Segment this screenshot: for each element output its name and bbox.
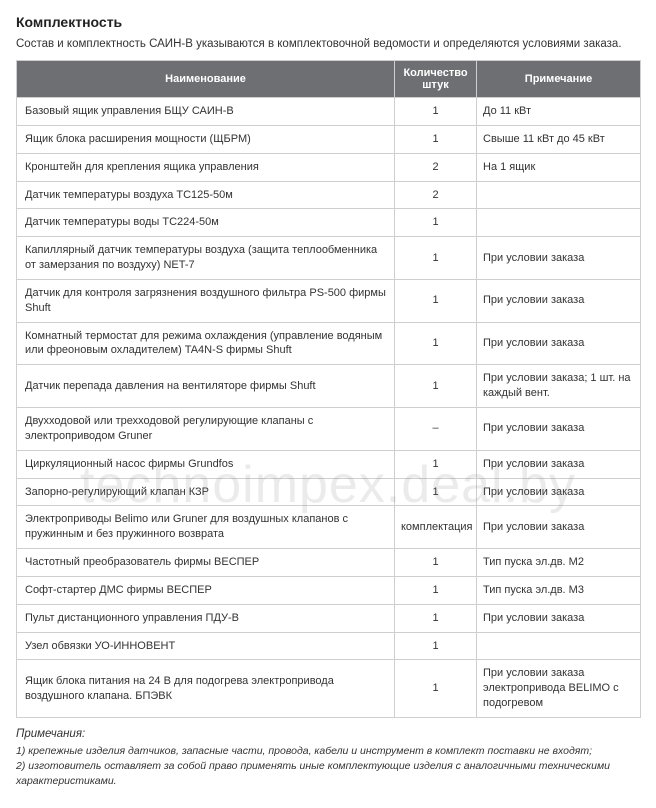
cell-note [477, 181, 641, 209]
cell-qty: 2 [395, 153, 477, 181]
cell-note [477, 632, 641, 660]
cell-note: До 11 кВт [477, 98, 641, 126]
cell-name: Софт-стартер ДМС фирмы ВЕСПЕР [17, 576, 395, 604]
cell-name: Электроприводы Belimo или Gruner для воз… [17, 506, 395, 549]
cell-qty: – [395, 407, 477, 450]
col-header-name: Наименование [17, 61, 395, 98]
cell-qty: 1 [395, 209, 477, 237]
cell-qty: 1 [395, 98, 477, 126]
cell-qty: 2 [395, 181, 477, 209]
table-row: Датчик для контроля загрязнения воздушно… [17, 279, 641, 322]
table-row: Базовый ящик управления БЩУ САИН-В1До 11… [17, 98, 641, 126]
cell-name: Пульт дистанционного управления ПДУ-В [17, 604, 395, 632]
cell-note: На 1 ящик [477, 153, 641, 181]
cell-name: Капиллярный датчик температуры воздуха (… [17, 237, 395, 280]
cell-qty: 1 [395, 322, 477, 365]
col-header-note: Примечание [477, 61, 641, 98]
section-title: Комплектность [16, 14, 640, 30]
note-line: 1) крепежные изделия датчиков, запасные … [16, 744, 640, 759]
cell-note: Тип пуска эл.дв. М2 [477, 549, 641, 577]
cell-name: Ящик блока питания на 24 В для подогрева… [17, 660, 395, 718]
cell-name: Датчик температуры воды ТС224-50м [17, 209, 395, 237]
table-row: Датчик температуры воды ТС224-50м1 [17, 209, 641, 237]
cell-name: Циркуляционный насос фирмы Grundfos [17, 450, 395, 478]
cell-qty: 1 [395, 365, 477, 408]
cell-name: Запорно-регулирующий клапан КЗР [17, 478, 395, 506]
table-header-row: Наименование Количество штук Примечание [17, 61, 641, 98]
cell-note: Свыше 11 кВт до 45 кВт [477, 125, 641, 153]
col-header-qty: Количество штук [395, 61, 477, 98]
cell-name: Частотный преобразователь фирмы ВЕСПЕР [17, 549, 395, 577]
cell-note: При условии заказа [477, 450, 641, 478]
table-row: Электроприводы Belimo или Gruner для воз… [17, 506, 641, 549]
table-row: Кронштейн для крепления ящика управления… [17, 153, 641, 181]
cell-qty: 1 [395, 549, 477, 577]
table-row: Двухходовой или трехходовой регулирующие… [17, 407, 641, 450]
note-line: 2) изготовитель оставляет за собой право… [16, 759, 640, 789]
cell-note: При условии заказа [477, 478, 641, 506]
cell-qty: 1 [395, 576, 477, 604]
table-row: Ящик блока питания на 24 В для подогрева… [17, 660, 641, 718]
cell-name: Ящик блока расширения мощности (ЩБРМ) [17, 125, 395, 153]
table-row: Капиллярный датчик температуры воздуха (… [17, 237, 641, 280]
cell-qty: 1 [395, 604, 477, 632]
cell-name: Кронштейн для крепления ящика управления [17, 153, 395, 181]
cell-note: При условии заказа [477, 279, 641, 322]
table-row: Пульт дистанционного управления ПДУ-В1Пр… [17, 604, 641, 632]
table-row: Узел обвязки УО-ИННОВЕНТ1 [17, 632, 641, 660]
cell-qty: 1 [395, 125, 477, 153]
cell-qty: 1 [395, 450, 477, 478]
table-row: Ящик блока расширения мощности (ЩБРМ)1Св… [17, 125, 641, 153]
cell-note: При условии заказа [477, 604, 641, 632]
cell-note: Тип пуска эл.дв. М3 [477, 576, 641, 604]
table-row: Софт-стартер ДМС фирмы ВЕСПЕР1Тип пуска … [17, 576, 641, 604]
intro-text: Состав и комплектность САИН-В указываютс… [16, 38, 640, 50]
cell-name: Датчик перепада давления на вентиляторе … [17, 365, 395, 408]
cell-note [477, 209, 641, 237]
cell-qty: 1 [395, 478, 477, 506]
cell-name: Датчик температуры воздуха ТС125-50м [17, 181, 395, 209]
cell-qty: 1 [395, 237, 477, 280]
cell-name: Базовый ящик управления БЩУ САИН-В [17, 98, 395, 126]
table-row: Запорно-регулирующий клапан КЗР1При усло… [17, 478, 641, 506]
completeness-table: Наименование Количество штук Примечание … [16, 60, 641, 718]
table-row: Циркуляционный насос фирмы Grundfos1При … [17, 450, 641, 478]
cell-name: Комнатный термостат для режима охлаждени… [17, 322, 395, 365]
cell-name: Узел обвязки УО-ИННОВЕНТ [17, 632, 395, 660]
cell-note: При условии заказа; 1 шт. на каждый вент… [477, 365, 641, 408]
table-row: Комнатный термостат для режима охлаждени… [17, 322, 641, 365]
cell-note: При условии заказа электропривода BELIMO… [477, 660, 641, 718]
cell-qty: 1 [395, 660, 477, 718]
cell-note: При условии заказа [477, 237, 641, 280]
notes-heading: Примечания: [16, 728, 640, 740]
table-row: Датчик температуры воздуха ТС125-50м2 [17, 181, 641, 209]
cell-qty: комплектация [395, 506, 477, 549]
cell-note: При условии заказа [477, 322, 641, 365]
cell-name: Датчик для контроля загрязнения воздушно… [17, 279, 395, 322]
cell-note: При условии заказа [477, 506, 641, 549]
table-row: Датчик перепада давления на вентиляторе … [17, 365, 641, 408]
cell-name: Двухходовой или трехходовой регулирующие… [17, 407, 395, 450]
cell-note: При условии заказа [477, 407, 641, 450]
cell-qty: 1 [395, 279, 477, 322]
table-row: Частотный преобразователь фирмы ВЕСПЕР1Т… [17, 549, 641, 577]
cell-qty: 1 [395, 632, 477, 660]
